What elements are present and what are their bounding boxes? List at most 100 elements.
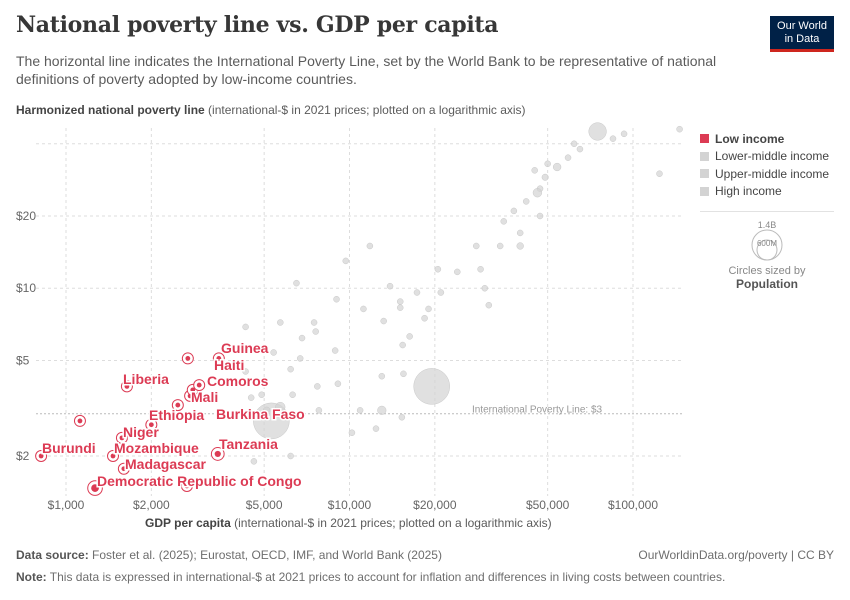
x-tick-label: $1,000 <box>48 498 85 512</box>
low-income-point <box>148 422 154 428</box>
legend-swatch <box>700 169 709 179</box>
legend-label: High income <box>715 184 782 199</box>
low-income-point <box>185 356 191 361</box>
legend-item-lower-middle-income[interactable]: Lower-middle income <box>700 148 834 166</box>
x-tick-label: $10,000 <box>328 498 372 512</box>
country-point <box>676 125 683 133</box>
size-caption: Circles sized by <box>728 265 806 277</box>
country-label: Democratic Republic of Congo <box>97 473 302 489</box>
low-income-point <box>121 466 127 472</box>
country-point <box>576 145 584 153</box>
country-label: Burkina Faso <box>216 406 305 422</box>
country-point <box>516 242 524 250</box>
country-point <box>564 154 572 161</box>
x-axis-label-rest: (international-$ in 2021 prices; plotted… <box>230 516 552 530</box>
country-point <box>516 229 524 237</box>
size-circle-small <box>756 239 778 261</box>
country-point <box>250 458 258 465</box>
x-tick-label: $100,000 <box>608 498 658 512</box>
country-point <box>348 429 356 436</box>
y-tick-label: $5 <box>16 353 30 367</box>
size-legend: 1.4B 600M <box>751 220 783 261</box>
country-point <box>396 298 404 305</box>
poverty-line-label: International Poverty Line: $3 <box>472 405 603 416</box>
country-label: Ethiopia <box>149 407 204 423</box>
low-income-point <box>175 402 181 408</box>
country-point <box>531 167 538 174</box>
country-point <box>477 265 484 273</box>
note: Note: This data is expressed in internat… <box>16 570 725 584</box>
country-label: Mali <box>191 389 218 405</box>
country-point <box>242 323 249 331</box>
source-url[interactable]: OurWorldinData.org/poverty | CC BY <box>638 548 834 562</box>
x-tick-label: $2,000 <box>133 498 170 512</box>
country-point <box>413 368 450 405</box>
legend-item-low-income[interactable]: Low income <box>700 130 834 148</box>
country-point <box>275 401 286 413</box>
country-point <box>356 407 364 414</box>
y-axis-label-rest: (international-$ in 2021 prices; plotted… <box>204 103 526 117</box>
legend-label: Upper-middle income <box>715 166 830 181</box>
source-label: Data source: <box>16 548 89 562</box>
country-point <box>413 289 421 296</box>
low-income-point <box>124 383 130 389</box>
legend-label: Low income <box>715 131 785 146</box>
country-point <box>310 319 318 326</box>
country-point <box>380 317 387 325</box>
country-point <box>386 282 394 290</box>
chart-subtitle: The horizontal line indicates the Intern… <box>16 53 717 87</box>
country-point <box>312 328 319 335</box>
low-income-point <box>119 435 125 441</box>
country-point <box>334 380 342 388</box>
country-point <box>544 160 551 168</box>
country-point <box>570 140 578 148</box>
country-point <box>609 135 617 142</box>
country-point <box>481 284 489 292</box>
country-label: Liberia <box>123 371 169 387</box>
country-point <box>315 407 323 414</box>
country-point <box>434 265 442 273</box>
country-point <box>541 173 549 181</box>
legend-swatch <box>700 186 709 196</box>
country-point <box>437 289 445 296</box>
country-point <box>287 452 294 460</box>
country-point <box>398 414 406 421</box>
country-point <box>270 349 277 356</box>
logo-line1: Our World <box>777 20 827 32</box>
x-axis-label-bold: GDP per capita <box>145 516 231 530</box>
legend-item-high-income[interactable]: High income <box>700 183 834 201</box>
legend-item-upper-middle-income[interactable]: Upper-middle income <box>700 165 834 183</box>
country-point <box>377 405 387 415</box>
country-point <box>293 279 300 287</box>
country-point <box>399 341 406 349</box>
low-income-point <box>91 484 99 492</box>
country-label: Mozambique <box>114 440 199 456</box>
chart-title: National poverty line vs. GDP per capita <box>16 12 499 38</box>
low-income-point <box>184 483 190 489</box>
country-point <box>342 257 349 265</box>
country-point <box>522 198 530 205</box>
legend-swatch <box>700 134 709 144</box>
size-label-large: 1.4B <box>758 220 777 230</box>
country-point <box>500 218 507 225</box>
low-income-point <box>214 450 221 458</box>
owid-logo[interactable]: Our World in Data <box>770 16 834 52</box>
country-label: Comoros <box>207 373 269 389</box>
low-income-point <box>110 453 116 459</box>
low-income-point <box>216 356 222 361</box>
country-point <box>406 333 413 340</box>
size-variable: Population <box>736 277 798 291</box>
country-point <box>287 365 294 373</box>
x-tick-label: $5,000 <box>246 498 283 512</box>
y-axis-label-bold: Harmonized national poverty line <box>16 103 205 117</box>
low-income-point <box>190 387 196 393</box>
country-point <box>400 370 407 378</box>
x-axis-label: GDP per capita (international-$ in 2021 … <box>145 516 552 530</box>
country-point <box>372 425 380 432</box>
y-tick-label: $10 <box>16 281 36 295</box>
country-label: Madagascar <box>125 456 206 472</box>
country-label: Haiti <box>214 357 244 373</box>
low-income-point <box>77 418 83 424</box>
